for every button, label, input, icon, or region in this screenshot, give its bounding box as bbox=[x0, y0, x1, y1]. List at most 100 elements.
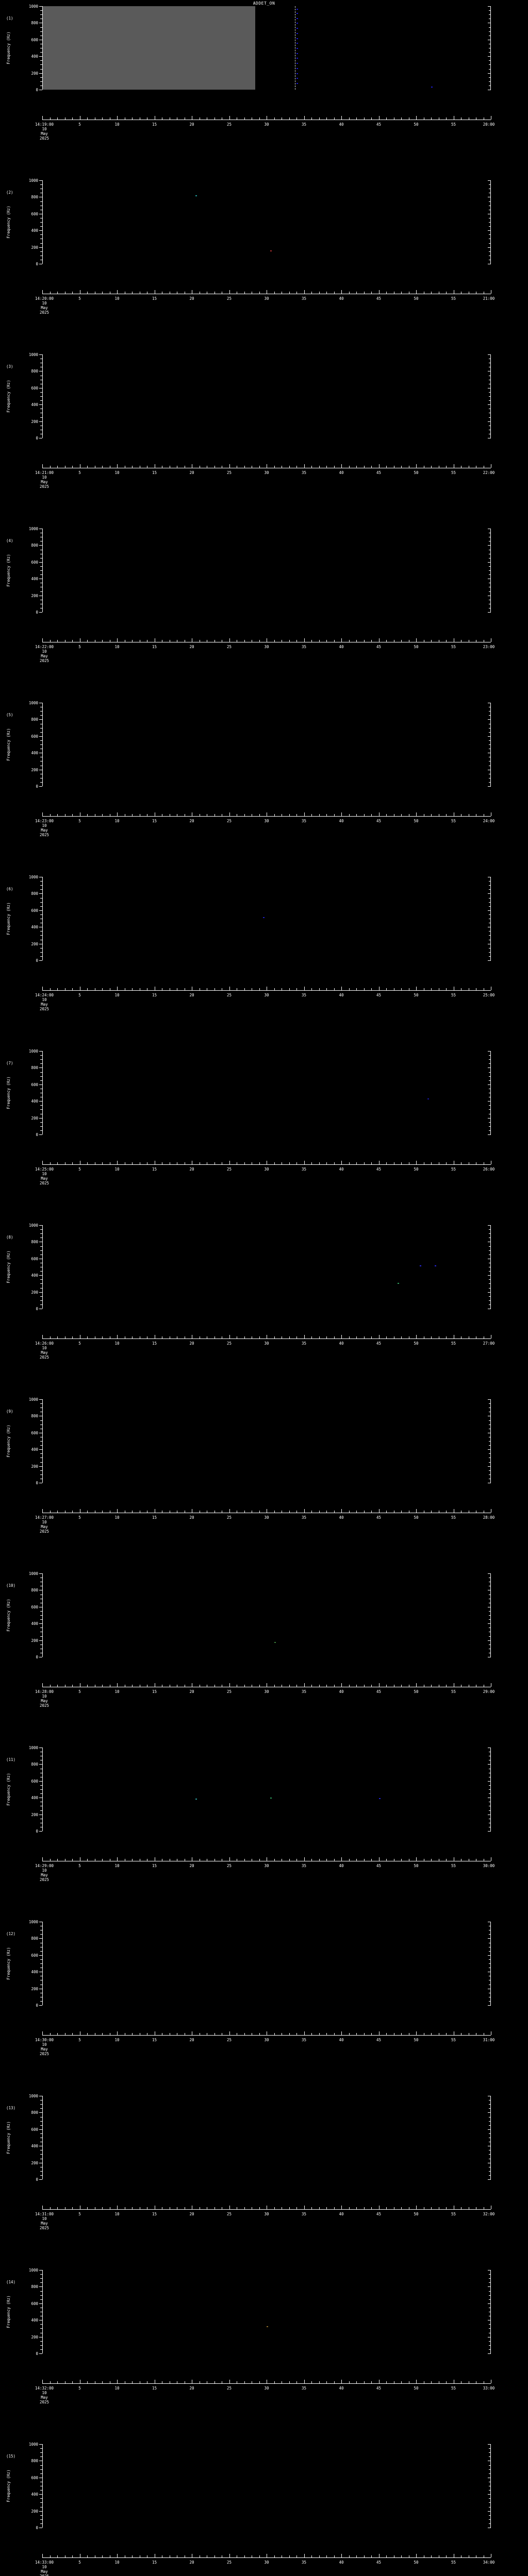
x-axis-tick bbox=[416, 1857, 417, 1861]
x-axis-tick bbox=[356, 2381, 357, 2383]
y-axis-tick bbox=[40, 1080, 42, 1081]
y-axis-tick-label: 200 bbox=[31, 941, 38, 946]
x-axis-tick bbox=[349, 2033, 350, 2035]
y-axis-title-wrap: Frequency (Hz) bbox=[6, 354, 25, 438]
x-axis-tick bbox=[431, 1336, 432, 1338]
detection-point bbox=[296, 43, 298, 44]
y-axis-tick bbox=[489, 1300, 491, 1301]
x-axis-tick-label: 30 bbox=[264, 296, 269, 301]
x-axis-tick bbox=[87, 2381, 88, 2383]
y-axis-tick bbox=[489, 1229, 491, 1230]
y-axis-tick bbox=[488, 2112, 491, 2113]
x-axis-tick bbox=[431, 2381, 432, 2383]
x-axis-tick bbox=[132, 117, 133, 120]
x-axis-tick bbox=[371, 2207, 372, 2209]
detection-point bbox=[296, 23, 298, 24]
y-axis-tick bbox=[489, 31, 491, 32]
y-axis-tick bbox=[40, 60, 42, 61]
x-axis-tick-label: 55 bbox=[451, 470, 456, 475]
y-axis-tick bbox=[488, 910, 491, 911]
y-axis-tick bbox=[40, 2515, 42, 2516]
x-axis-tick-label: 15 bbox=[152, 1167, 157, 1172]
y-axis-tick bbox=[489, 2519, 491, 2520]
x-axis-tick bbox=[296, 466, 297, 468]
x-axis-tick bbox=[214, 2381, 215, 2383]
x-axis-tick bbox=[244, 2033, 245, 2035]
y-axis-tick bbox=[39, 6, 42, 7]
y-axis-tick bbox=[489, 1246, 491, 1247]
x-axis-tick bbox=[356, 2555, 357, 2557]
y-axis-tick bbox=[40, 1462, 42, 1463]
x-axis-tick-label: 45 bbox=[376, 2560, 382, 2565]
detection-block bbox=[42, 6, 256, 90]
x-axis-tick bbox=[349, 466, 350, 468]
panel-index-label: (9) bbox=[6, 1409, 13, 1414]
y-axis-tick bbox=[489, 2349, 491, 2350]
y-axis-tick bbox=[39, 247, 42, 248]
x-axis-tick bbox=[244, 2555, 245, 2557]
y-axis-tick bbox=[40, 952, 42, 953]
x-axis-tick bbox=[72, 1162, 73, 1164]
y-axis-tick-label: 200 bbox=[31, 2334, 38, 2340]
y-axis-tick-label: 400 bbox=[31, 54, 38, 59]
x-axis-tick bbox=[42, 2031, 43, 2035]
x-axis-tick-label: 20 bbox=[189, 2212, 194, 2216]
x-axis-tick bbox=[42, 290, 43, 294]
y-axis-tick bbox=[40, 2349, 42, 2350]
panel-index-label: (3) bbox=[6, 364, 13, 369]
x-axis-tick-label: 20 bbox=[189, 470, 194, 475]
x-axis-tick bbox=[259, 814, 260, 816]
y-axis-tick bbox=[40, 1072, 42, 1073]
y-axis-tick bbox=[488, 247, 491, 248]
y-axis-tick bbox=[488, 2444, 491, 2445]
x-axis-tick bbox=[259, 1336, 260, 1338]
x-axis-tick bbox=[42, 812, 43, 816]
x-axis-tick bbox=[378, 638, 380, 642]
y-axis-left-spine bbox=[42, 1922, 43, 2005]
x-axis-tick bbox=[296, 1511, 297, 1513]
y-axis-tick bbox=[40, 1126, 42, 1127]
y-axis-tick bbox=[40, 2328, 42, 2329]
y-axis-tick bbox=[40, 81, 42, 82]
x-axis-tick bbox=[57, 2381, 58, 2383]
y-axis-title-wrap: Frequency (Hz) bbox=[6, 1922, 25, 2005]
y-axis-tick-label: 1000 bbox=[28, 1571, 38, 1576]
y-axis-tick bbox=[40, 914, 42, 915]
x-axis-tick bbox=[326, 1511, 327, 1513]
x-axis-tick-label: 35 bbox=[301, 645, 307, 649]
x-axis-tick bbox=[244, 1685, 245, 1687]
x-axis-tick bbox=[326, 1685, 327, 1687]
x-axis-tick bbox=[378, 116, 380, 120]
x-axis-tick bbox=[87, 1336, 88, 1338]
x-axis-tick bbox=[356, 1336, 357, 1338]
x-axis-tick-label: 40 bbox=[339, 1863, 344, 1868]
y-axis-tick bbox=[489, 885, 491, 886]
x-axis-tick bbox=[319, 1859, 320, 1861]
x-axis-tick-label: 40 bbox=[339, 993, 344, 997]
y-axis-tick bbox=[39, 1573, 42, 1574]
x-axis-tick bbox=[50, 2033, 51, 2035]
x-axis-tick bbox=[386, 2555, 387, 2557]
x-axis-tick-label: 45 bbox=[376, 1341, 382, 1346]
y-axis-tick-label: 0 bbox=[36, 88, 38, 92]
x-axis-tick-label: 45 bbox=[376, 1863, 382, 1868]
y-axis-tick bbox=[488, 404, 491, 405]
x-axis-tick bbox=[274, 292, 275, 294]
y-axis-tick bbox=[489, 2515, 491, 2516]
x-axis-end-label: 20:00 bbox=[483, 122, 495, 127]
y-axis-tick-label: 600 bbox=[31, 211, 38, 216]
x-axis-end-label: 25:00 bbox=[483, 993, 495, 997]
x-axis-end-label: 28:00 bbox=[483, 1515, 495, 1520]
y-axis-title-wrap: Frequency (Hz) bbox=[6, 1573, 25, 1657]
x-axis-tick-label: 50 bbox=[414, 819, 419, 823]
x-axis-tick bbox=[349, 1336, 350, 1338]
x-axis-tick bbox=[349, 292, 350, 294]
x-axis-tick bbox=[364, 640, 365, 642]
y-axis-tick bbox=[489, 1611, 491, 1612]
x-axis-tick-label: 15 bbox=[152, 122, 157, 127]
x-axis-tick bbox=[57, 1162, 58, 1164]
x-axis-tick bbox=[87, 814, 88, 816]
y-axis-tick-label: 400 bbox=[31, 1099, 38, 1104]
y-axis-title-wrap: Frequency (Hz) bbox=[6, 703, 25, 786]
